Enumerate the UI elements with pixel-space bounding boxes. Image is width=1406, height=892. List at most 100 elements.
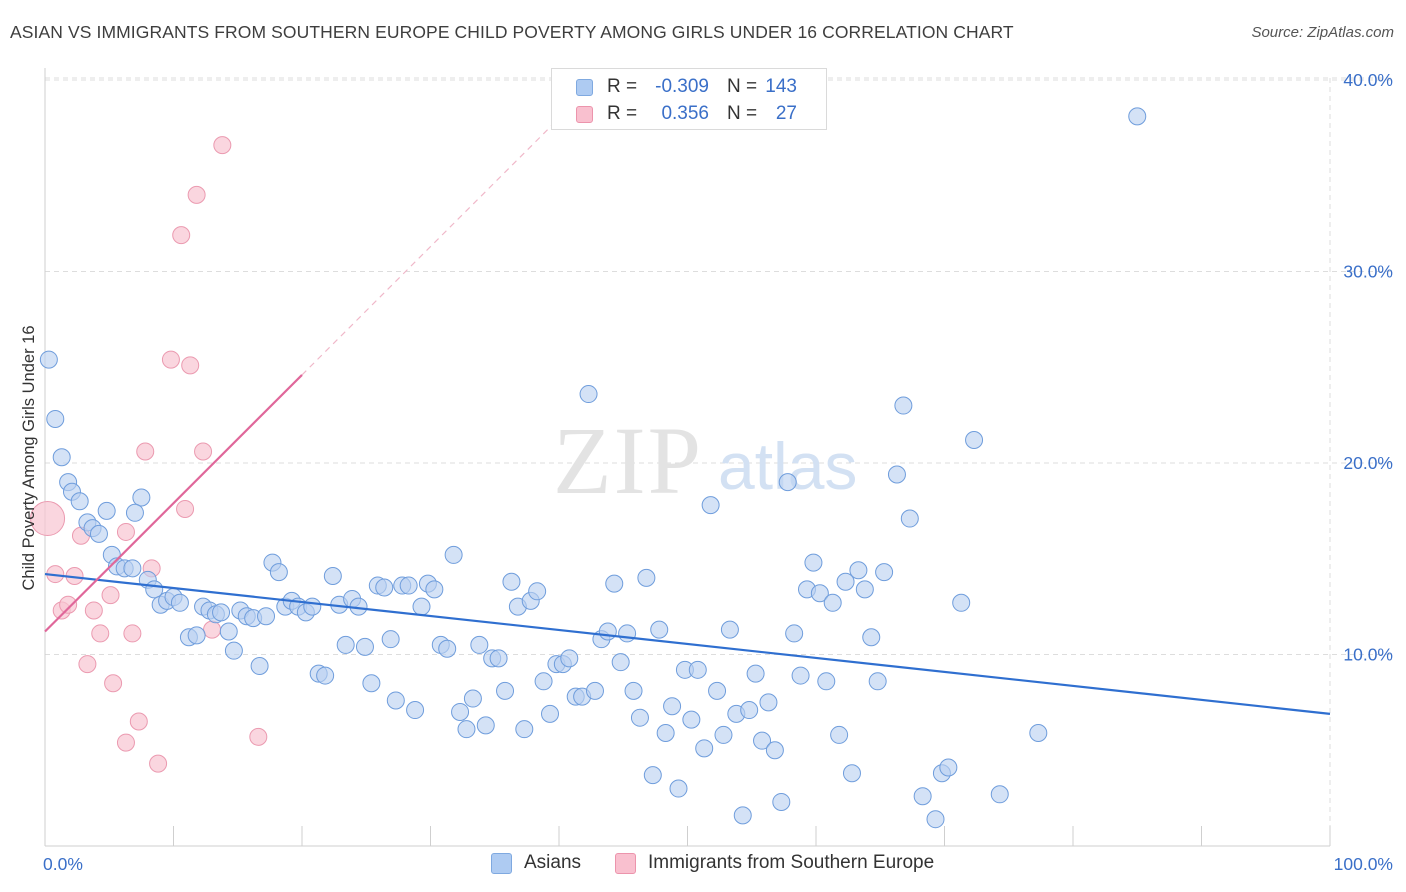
asian-point[interactable] — [611, 653, 630, 672]
southern-europe-point[interactable] — [91, 624, 110, 643]
asian-point[interactable] — [669, 779, 688, 798]
asian-point[interactable] — [585, 681, 604, 700]
asian-point[interactable] — [887, 465, 906, 484]
asian-point[interactable] — [470, 635, 489, 654]
asian-point[interactable] — [817, 672, 836, 691]
asian-point[interactable] — [913, 787, 932, 806]
asian-point[interactable] — [650, 620, 669, 639]
southern-europe-point[interactable] — [136, 442, 155, 461]
asian-point[interactable] — [605, 574, 624, 593]
asian-point[interactable] — [375, 578, 394, 597]
southern-europe-point[interactable] — [249, 727, 268, 746]
asian-point[interactable] — [663, 697, 682, 716]
asian-point[interactable] — [894, 396, 913, 415]
asian-point[interactable] — [381, 630, 400, 649]
asian-point[interactable] — [444, 545, 463, 564]
asian-point[interactable] — [412, 597, 431, 616]
asian-point[interactable] — [643, 766, 662, 785]
asian-point[interactable] — [720, 620, 739, 639]
asian-point[interactable] — [836, 572, 855, 591]
asian-point[interactable] — [656, 724, 675, 743]
southern-europe-point[interactable] — [149, 754, 168, 773]
asian-point[interactable] — [772, 792, 791, 811]
legend-item-asians[interactable]: Asians — [491, 852, 581, 874]
asian-point[interactable] — [224, 641, 243, 660]
asian-point[interactable] — [842, 764, 861, 783]
asian-point[interactable] — [624, 681, 643, 700]
southern-europe-point[interactable] — [116, 522, 135, 541]
southern-europe-point[interactable] — [187, 185, 206, 204]
asian-point[interactable] — [823, 593, 842, 612]
asian-point[interactable] — [855, 580, 874, 599]
asian-point[interactable] — [965, 431, 984, 450]
asian-point[interactable] — [990, 785, 1009, 804]
asian-point[interactable] — [579, 385, 598, 404]
southern-europe-point[interactable] — [84, 601, 103, 620]
asian-point[interactable] — [804, 553, 823, 572]
asian-point[interactable] — [125, 503, 144, 522]
southern-europe-point[interactable] — [59, 595, 78, 614]
asian-point[interactable] — [849, 561, 868, 580]
asian-point[interactable] — [830, 725, 849, 744]
asian-point[interactable] — [630, 708, 649, 727]
southern-europe-point[interactable] — [123, 624, 142, 643]
asian-point[interactable] — [528, 582, 547, 601]
asian-point[interactable] — [132, 488, 151, 507]
asian-point[interactable] — [810, 584, 829, 603]
asian-point[interactable] — [1029, 724, 1048, 743]
asian-point[interactable] — [406, 701, 425, 720]
asian-point[interactable] — [212, 603, 231, 622]
asian-point[interactable] — [534, 672, 553, 691]
asian-point[interactable] — [355, 637, 374, 656]
asian-point[interactable] — [688, 660, 707, 679]
asian-point[interactable] — [489, 649, 508, 668]
asian-point[interactable] — [46, 409, 65, 428]
asian-point[interactable] — [97, 501, 116, 520]
asian-point[interactable] — [560, 649, 579, 668]
asian-point[interactable] — [89, 524, 108, 543]
asian-point[interactable] — [791, 666, 810, 685]
asian-point[interactable] — [695, 739, 714, 758]
southern-europe-point[interactable] — [213, 136, 232, 155]
asian-point[interactable] — [170, 593, 189, 612]
southern-europe-point[interactable] — [101, 586, 120, 605]
asian-point[interactable] — [765, 741, 784, 760]
asian-point[interactable] — [708, 681, 727, 700]
asian-point[interactable] — [598, 622, 617, 641]
asian-point[interactable] — [316, 666, 335, 685]
asian-point[interactable] — [682, 710, 701, 729]
asian-point[interactable] — [476, 716, 495, 735]
asian-point[interactable] — [70, 492, 89, 511]
southern-europe-point[interactable] — [176, 499, 195, 518]
asian-point[interactable] — [515, 720, 534, 739]
asian-point[interactable] — [219, 622, 238, 641]
southern-europe-point[interactable] — [172, 226, 191, 245]
asian-point[interactable] — [939, 758, 958, 777]
asian-point[interactable] — [541, 704, 560, 723]
asian-point[interactable] — [753, 731, 772, 750]
asian-point[interactable] — [425, 580, 444, 599]
asian-point[interactable] — [323, 566, 342, 585]
asian-point[interactable] — [875, 563, 894, 582]
southern-europe-point[interactable] — [104, 674, 123, 693]
asian-point[interactable] — [438, 639, 457, 658]
asian-point[interactable] — [1128, 107, 1147, 126]
asian-point[interactable] — [187, 626, 206, 645]
asian-point[interactable] — [250, 656, 269, 675]
asian-point[interactable] — [740, 701, 759, 720]
southern-europe-point[interactable] — [181, 356, 200, 375]
southern-europe-point[interactable] — [78, 655, 97, 674]
asian-point[interactable] — [463, 689, 482, 708]
asian-point[interactable] — [123, 559, 142, 578]
asian-point[interactable] — [862, 628, 881, 647]
asian-point[interactable] — [900, 509, 919, 528]
asian-point[interactable] — [336, 635, 355, 654]
asian-point[interactable] — [39, 350, 58, 369]
legend-item-southern-europe[interactable]: Immigrants from Southern Europe — [615, 852, 934, 874]
asian-point[interactable] — [637, 568, 656, 587]
southern-europe-point[interactable] — [30, 501, 66, 537]
asian-point[interactable] — [52, 448, 71, 467]
asian-point[interactable] — [451, 702, 470, 721]
asian-point[interactable] — [952, 593, 971, 612]
asian-point[interactable] — [496, 681, 515, 700]
